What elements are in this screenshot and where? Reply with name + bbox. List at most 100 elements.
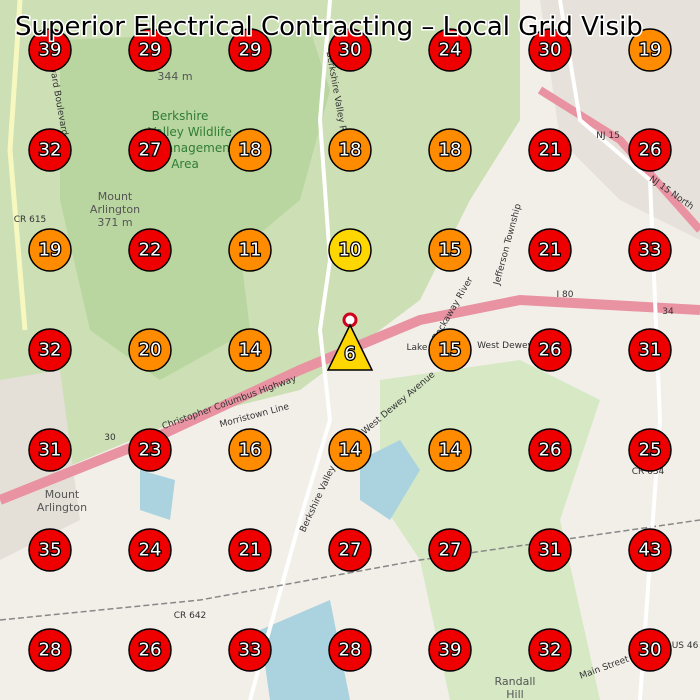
- grid-value: 6: [344, 344, 355, 365]
- grid-marker: [128, 128, 172, 172]
- map-label: Management: [155, 141, 234, 155]
- grid-marker: [428, 428, 472, 472]
- map-label: Lake: [407, 343, 428, 353]
- grid-value: 10: [339, 240, 362, 261]
- map-label: CR 642: [174, 611, 207, 621]
- grid-marker: [428, 528, 472, 572]
- grid-marker: [428, 628, 472, 672]
- grid-value: 26: [139, 640, 162, 661]
- grid-value: 31: [639, 340, 662, 361]
- lake: [360, 440, 420, 520]
- grid-value: 21: [539, 140, 562, 161]
- grid-value: 27: [339, 540, 362, 561]
- road: [248, 0, 333, 700]
- railway: [0, 519, 700, 621]
- title: Superior Electrical Contracting – Local …: [15, 12, 643, 42]
- grid-marker: [28, 328, 72, 372]
- map-label: NJ 15: [596, 131, 620, 141]
- map-label: Hill: [506, 688, 523, 700]
- grid-value: 25: [639, 440, 662, 461]
- highway: [537, 86, 700, 233]
- grid-value: 18: [239, 140, 262, 161]
- map-label: Area: [171, 157, 199, 171]
- grid-marker: [528, 428, 572, 472]
- grid-value: 21: [239, 540, 262, 561]
- map-label: 34: [662, 307, 674, 317]
- grid: 39 29 29 30 24 30 19 32 27 18 18 18 21 26 19 22 11 10 15 21…: [28, 28, 672, 672]
- grid-value: 32: [539, 640, 562, 661]
- map-label: Berkshire: [152, 109, 209, 123]
- grid-marker: [328, 128, 372, 172]
- map-label: Arlington: [90, 203, 140, 216]
- grid-value: 19: [39, 240, 62, 261]
- grid-marker: [428, 128, 472, 172]
- grid-value: 26: [639, 140, 662, 161]
- map-label: Valley Wildlife: [148, 125, 232, 139]
- grid-value: 35: [39, 540, 62, 561]
- grid-value: 21: [539, 240, 562, 261]
- map-label: 344 m: [157, 70, 192, 83]
- grid-value: 31: [539, 540, 562, 561]
- grid-value: 24: [439, 40, 462, 61]
- grid-marker: [28, 228, 72, 272]
- grid-marker: [228, 528, 272, 572]
- lake: [260, 600, 350, 700]
- map-label: Arlington: [37, 501, 87, 514]
- grid-value: 23: [139, 440, 162, 461]
- grid-value: 43: [639, 540, 662, 561]
- grid-marker: [528, 28, 572, 72]
- map-label: CR 634: [632, 467, 665, 477]
- grid-value: 16: [239, 440, 262, 461]
- grid-marker: [128, 228, 172, 272]
- grid-marker: [628, 528, 672, 572]
- map-label: Mount: [98, 190, 133, 203]
- grid-marker: [528, 628, 572, 672]
- grid-marker: [28, 428, 72, 472]
- grid-marker: [628, 228, 672, 272]
- grid-marker: [28, 628, 72, 672]
- grid-marker: [628, 628, 672, 672]
- grid-marker: [428, 28, 472, 72]
- road: [7, 0, 28, 331]
- grid-marker: [228, 228, 272, 272]
- grid-value: 24: [139, 540, 162, 561]
- map-label: Mount: [45, 488, 80, 501]
- map-label: 30: [104, 433, 116, 443]
- grid-value: 27: [439, 540, 462, 561]
- grid-marker: [528, 128, 572, 172]
- grid-value: 26: [539, 440, 562, 461]
- grid-marker: [328, 628, 372, 672]
- map-label: 371 m: [97, 216, 132, 229]
- road: [558, 0, 663, 700]
- grid-marker: [228, 28, 272, 72]
- grid-marker: [228, 128, 272, 172]
- grid-value: 26: [539, 340, 562, 361]
- grid-marker: [228, 428, 272, 472]
- grid-marker: [628, 328, 672, 372]
- grid-value: 30: [539, 40, 562, 61]
- grid-value: 39: [39, 40, 62, 61]
- map-label: US 46: [672, 641, 699, 651]
- grid-marker: [128, 528, 172, 572]
- grid-marker: [528, 228, 572, 272]
- grid-value: 20: [139, 340, 162, 361]
- grid-value: 33: [239, 640, 262, 661]
- wildlife-area: [60, 30, 330, 380]
- grid-value: 28: [339, 640, 362, 661]
- grid-marker: [628, 428, 672, 472]
- grid-value: 18: [439, 140, 462, 161]
- grid-marker: [328, 528, 372, 572]
- grid-value: 33: [639, 240, 662, 261]
- grid-marker: [28, 128, 72, 172]
- grid-value: 18: [339, 140, 362, 161]
- grid-value: 39: [439, 640, 462, 661]
- grid-value: 32: [39, 140, 62, 161]
- grid-marker: [326, 323, 374, 371]
- grid-value: 30: [339, 40, 362, 61]
- grid-value: 15: [439, 340, 462, 361]
- grid-value: 29: [239, 40, 262, 61]
- grid-marker: [228, 328, 272, 372]
- grid-value: 29: [139, 40, 162, 61]
- grid-value: 31: [39, 440, 62, 461]
